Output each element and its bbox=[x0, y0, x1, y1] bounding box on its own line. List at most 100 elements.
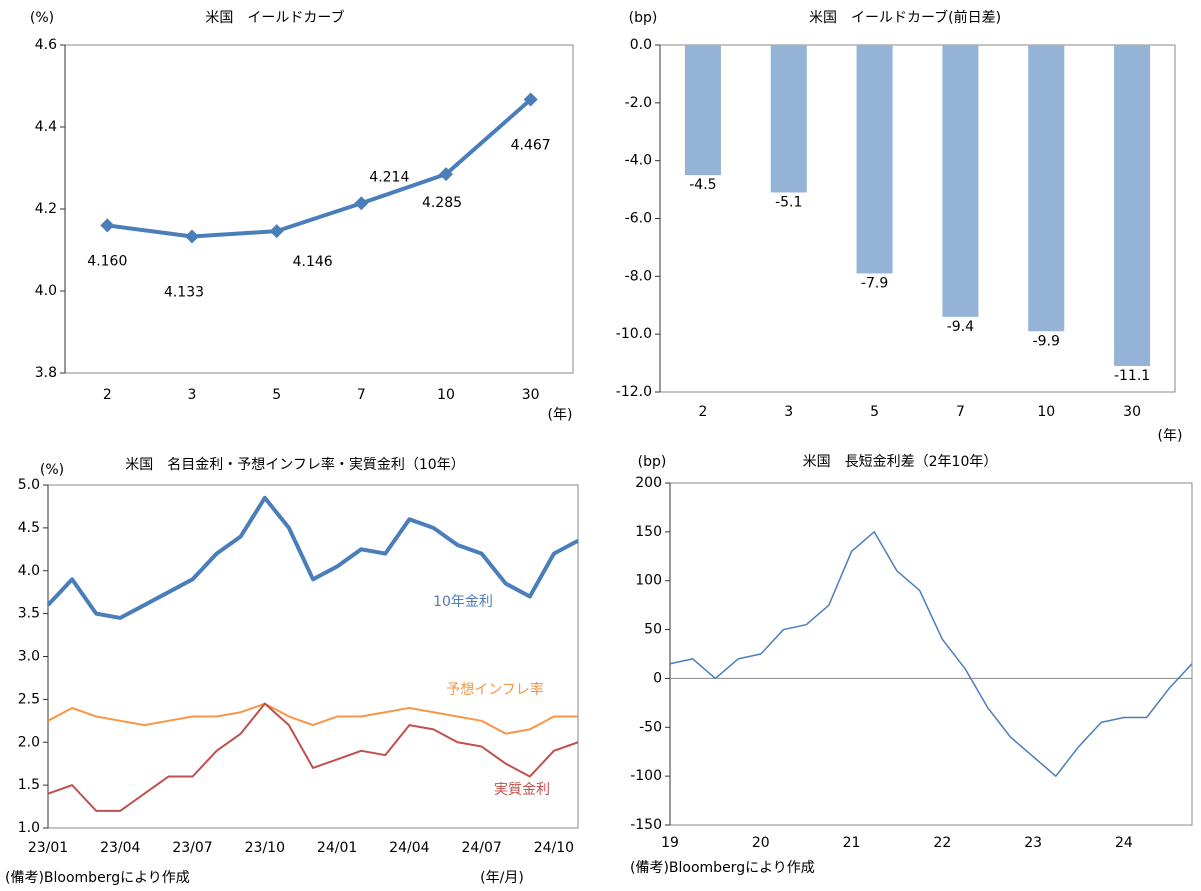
y-tick-label: 200 bbox=[635, 475, 662, 491]
data-label: 4.146 bbox=[293, 254, 333, 270]
x-tick-label: 10 bbox=[1037, 404, 1055, 420]
marker bbox=[354, 196, 369, 211]
chart-title: 米国 長短金利差（2年10年） bbox=[803, 454, 998, 470]
y-tick-label: 150 bbox=[635, 524, 662, 540]
x-tick-label: 22 bbox=[933, 835, 951, 851]
y-tick-label: 5.0 bbox=[18, 477, 40, 493]
chart-title: 米国 イールドカーブ bbox=[205, 9, 344, 26]
x-tick-label: 5 bbox=[272, 387, 281, 403]
x-tick-label: 3 bbox=[784, 404, 793, 420]
marker bbox=[100, 218, 115, 233]
series-label: 予想インフレ率 bbox=[446, 681, 544, 698]
bar bbox=[1028, 45, 1065, 332]
x-tick-label: 30 bbox=[1123, 404, 1141, 420]
y-tick-label: 3.8 bbox=[35, 365, 57, 381]
x-tick-label: 23/07 bbox=[172, 840, 212, 856]
footnote: (備考)Bloombergにより作成 bbox=[630, 860, 815, 876]
x-tick-label: 30 bbox=[522, 387, 540, 403]
y-unit: (bp) bbox=[638, 454, 667, 470]
chart-title: 米国 イールドカーブ(前日差) bbox=[809, 9, 1001, 26]
x-tick-label: 23/01 bbox=[28, 840, 68, 856]
x-tick-label: 21 bbox=[843, 835, 861, 851]
x-tick-label: 2 bbox=[103, 387, 112, 403]
y-tick-label: -100 bbox=[630, 768, 662, 784]
data-label: 4.133 bbox=[164, 284, 204, 300]
x-tick-label: 10 bbox=[437, 387, 455, 403]
line bbox=[46, 495, 579, 620]
x-tick-label: 3 bbox=[188, 387, 197, 403]
x-tick-label: 7 bbox=[357, 387, 366, 403]
y-tick-label: -150 bbox=[630, 817, 662, 833]
y-tick-label: 1.0 bbox=[18, 820, 40, 836]
y-tick-label: 4.5 bbox=[18, 520, 40, 536]
y-tick-label: -2.0 bbox=[625, 95, 652, 111]
y-tick-label: -10.0 bbox=[616, 326, 652, 342]
plot-frame bbox=[64, 44, 574, 374]
data-label: -7.9 bbox=[861, 275, 888, 291]
y-tick-label: -6.0 bbox=[625, 211, 652, 227]
line bbox=[47, 702, 578, 735]
y-tick-label: 4.4 bbox=[35, 119, 57, 135]
series-label: 実質金利 bbox=[494, 782, 550, 798]
x-tick-label: 5 bbox=[870, 404, 879, 420]
y-unit: (%) bbox=[30, 10, 54, 26]
x-tick-label: 19 bbox=[661, 835, 679, 851]
x-tick-label: 24/04 bbox=[389, 840, 429, 856]
marker bbox=[523, 92, 538, 107]
series-label: 10年金利 bbox=[433, 594, 493, 610]
data-label: 4.214 bbox=[369, 169, 409, 185]
y-tick-label: -4.0 bbox=[625, 153, 652, 169]
bar bbox=[942, 45, 979, 317]
x-tick-label: 24 bbox=[1115, 835, 1133, 851]
data-label: -5.1 bbox=[775, 194, 802, 210]
y-tick-label: 2.5 bbox=[18, 691, 40, 707]
y-tick-label: 0.0 bbox=[630, 37, 652, 53]
data-label: -9.4 bbox=[947, 319, 974, 335]
bar bbox=[1114, 45, 1151, 366]
line bbox=[47, 702, 579, 812]
data-label: -11.1 bbox=[1114, 368, 1150, 384]
y-tick-label: 50 bbox=[644, 622, 662, 638]
y-tick-label: 3.5 bbox=[18, 606, 40, 622]
x-tick-label: 23/04 bbox=[100, 840, 140, 856]
plot-frame bbox=[47, 484, 579, 829]
y-tick-label: 3.0 bbox=[18, 649, 40, 665]
y-unit: (bp) bbox=[629, 10, 658, 26]
y-tick-label: -8.0 bbox=[625, 268, 652, 284]
x-unit: (年) bbox=[1158, 428, 1183, 444]
line bbox=[669, 531, 1193, 777]
bar bbox=[770, 45, 807, 193]
y-tick-label: -50 bbox=[639, 719, 662, 735]
x-tick-label: 24/01 bbox=[317, 840, 357, 856]
y-tick-label: 1.5 bbox=[18, 777, 40, 793]
data-label: 4.160 bbox=[87, 253, 127, 269]
data-label: -4.5 bbox=[689, 177, 716, 193]
y-tick-label: 100 bbox=[635, 573, 662, 589]
x-tick-label: 20 bbox=[752, 835, 770, 851]
chart-title: 米国 名目金利・予想インフレ率・実質金利（10年） bbox=[125, 456, 464, 473]
line bbox=[107, 98, 532, 239]
x-tick-label: 2 bbox=[698, 404, 707, 420]
x-tick-label: 7 bbox=[956, 404, 965, 420]
marker bbox=[439, 167, 453, 182]
bar bbox=[856, 45, 893, 274]
x-unit: (年) bbox=[548, 407, 573, 423]
x-unit: (年/月) bbox=[480, 870, 524, 886]
data-label: -9.9 bbox=[1033, 333, 1060, 349]
marker bbox=[185, 229, 199, 244]
x-tick-label: 24/10 bbox=[534, 840, 574, 856]
marker bbox=[269, 224, 284, 239]
y-unit: (%) bbox=[40, 462, 64, 478]
data-label: 4.467 bbox=[511, 138, 551, 154]
bar bbox=[684, 45, 721, 176]
x-tick-label: 23 bbox=[1024, 835, 1042, 851]
plot-frame bbox=[659, 44, 1176, 393]
y-tick-label: 4.0 bbox=[35, 283, 57, 299]
x-tick-label: 23/10 bbox=[245, 840, 285, 856]
y-tick-label: -12.0 bbox=[616, 384, 652, 400]
footnote: (備考)Bloombergにより作成 bbox=[5, 870, 190, 886]
y-tick-label: 2.0 bbox=[18, 734, 40, 750]
y-tick-label: 4.0 bbox=[18, 563, 40, 579]
data-label: 4.285 bbox=[422, 195, 462, 211]
